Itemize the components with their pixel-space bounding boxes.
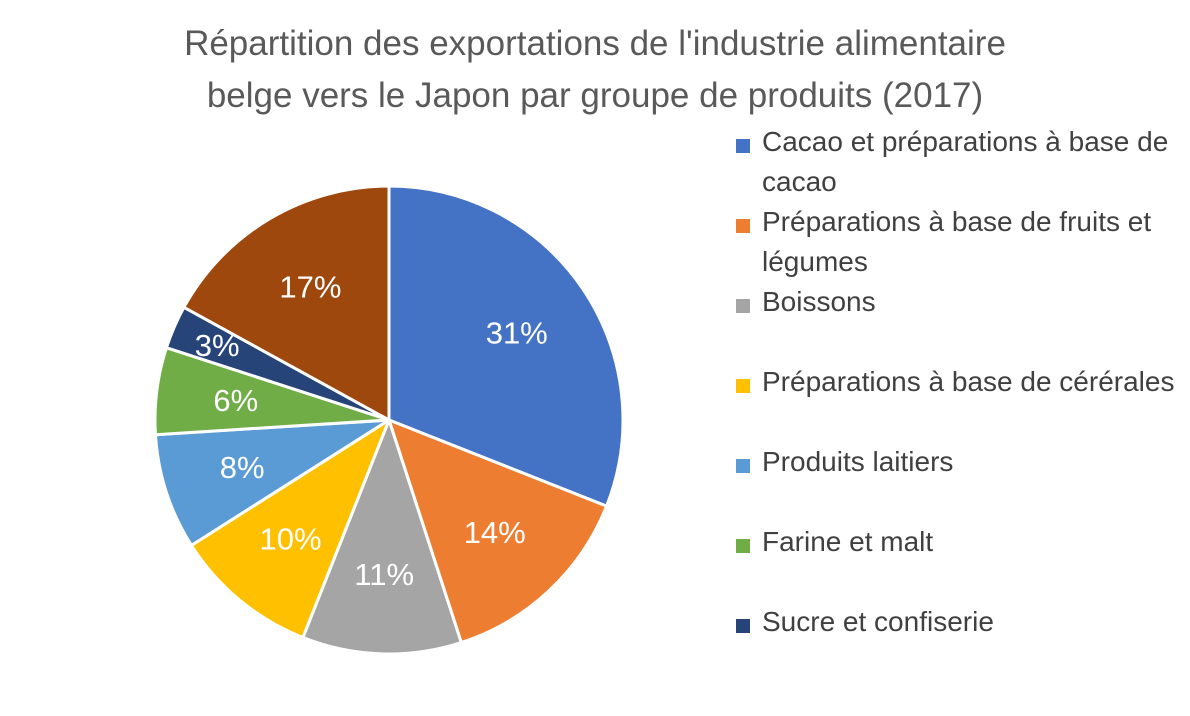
legend-item-4: Préparations à base de cérérales — [736, 362, 1182, 402]
legend-item-3: Boissons — [736, 282, 1182, 322]
pie-data-label-8: 17% — [279, 270, 341, 305]
legend-swatch-7 — [736, 619, 750, 633]
legend-item-7: Sucre et confiserie — [736, 602, 1182, 642]
legend-item-2: Préparations à base de fruits et légumes — [736, 202, 1182, 282]
chart-title: Répartition des exportations de l'indust… — [0, 18, 1190, 122]
legend-label-5: Produits laitiers — [762, 446, 954, 477]
legend-item-5: Produits laitiers — [736, 442, 1182, 482]
pie-slice-8 — [182, 184, 391, 422]
legend-label-4: Préparations à base de cérérales — [762, 366, 1175, 397]
legend-swatch-5 — [736, 459, 750, 473]
pie-slice-1 — [387, 184, 625, 508]
pie-data-label-3: 11% — [354, 557, 414, 592]
pie-slice-4 — [189, 418, 391, 640]
legend-label-3: Boissons — [762, 286, 876, 317]
legend-swatch-2 — [736, 219, 750, 233]
pie-data-label-4: 10% — [260, 521, 322, 556]
legend-label-7: Sucre et confiserie — [762, 606, 994, 637]
chart-title-line-2: belge vers le Japon par groupe de produi… — [206, 76, 984, 115]
legend-label-2: Préparations à base de fruits et légumes — [762, 206, 1152, 277]
legend-swatch-4 — [736, 379, 750, 393]
pie-data-label-7: 3% — [195, 328, 240, 363]
legend-item-6: Farine et malt — [736, 522, 1182, 562]
pie-slice-3 — [301, 418, 463, 656]
chart-title-line-1: Répartition des exportations de l'indust… — [184, 24, 1006, 63]
legend-label-1: Cacao et préparations à base de cacao — [762, 126, 1169, 197]
pie-data-label-6: 6% — [213, 383, 258, 418]
pie-data-label-2: 14% — [464, 515, 526, 550]
legend-label-6: Farine et malt — [762, 526, 934, 557]
legend-swatch-3 — [736, 299, 750, 313]
pie-slice-5 — [153, 418, 391, 547]
legend-swatch-6 — [736, 539, 750, 553]
legend-item-1: Cacao et préparations à base de cacao — [736, 122, 1182, 202]
legend-swatch-1 — [736, 139, 750, 153]
pie-data-label-1: 31% — [486, 316, 548, 351]
pie-data-label-5: 8% — [220, 450, 265, 485]
